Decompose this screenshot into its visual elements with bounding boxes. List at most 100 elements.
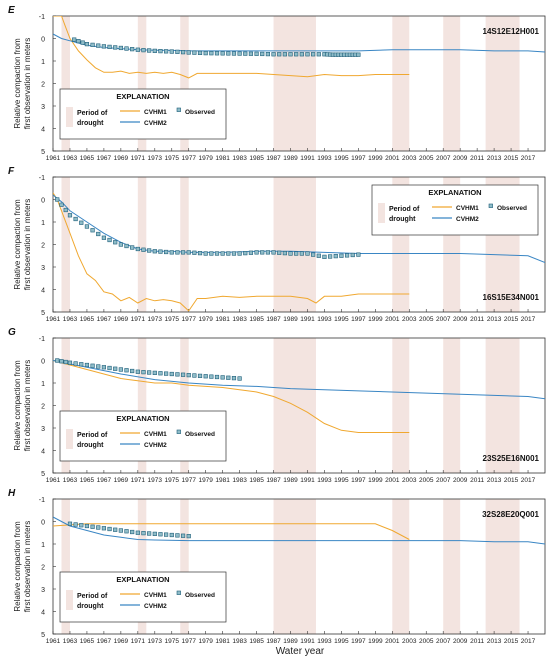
x-tick-label: 2005	[419, 638, 434, 645]
legend-cvhm1-label: CVHM1	[144, 592, 167, 599]
observed-point	[350, 252, 355, 258]
well-id: 23S25E16N001	[483, 454, 540, 463]
observed-point	[141, 48, 146, 53]
drought-band	[443, 16, 461, 151]
legend-drought-swatch	[66, 107, 73, 127]
plot-area	[53, 16, 545, 79]
series-cvhm1	[53, 16, 410, 79]
x-tick-label: 2013	[487, 316, 502, 323]
x-tick-label: 1979	[198, 477, 213, 484]
observed-point	[175, 49, 180, 54]
observed-point	[135, 246, 140, 252]
observed-point	[254, 51, 259, 56]
x-tick-label: 2011	[470, 638, 484, 645]
x-tick-label: 1965	[80, 477, 95, 484]
observed-point	[192, 250, 197, 255]
x-tick-label: 1961	[46, 638, 61, 645]
observed-point	[175, 372, 180, 377]
x-tick-label: 2003	[402, 316, 417, 323]
observed-point	[294, 251, 299, 256]
y-tick-label: 3	[41, 265, 45, 272]
x-tick-label: 1997	[351, 638, 366, 645]
plot-area	[53, 192, 545, 312]
observed-point	[141, 247, 146, 252]
x-tick-label: 1963	[63, 638, 78, 645]
observed-point	[254, 250, 259, 255]
observed-point	[124, 368, 129, 373]
observed-point	[175, 250, 180, 255]
legend-observed-swatch	[176, 429, 181, 434]
well-id: 14S12E12H001	[483, 27, 540, 36]
x-tick-label: 1993	[317, 638, 332, 645]
observed-point	[226, 251, 231, 256]
series-cvhm1	[53, 523, 410, 540]
x-tick-label: 2015	[504, 638, 519, 645]
series-observed	[67, 521, 191, 539]
x-tick-label: 2017	[521, 316, 536, 323]
well-id: 16S15E34N001	[483, 293, 540, 302]
observed-point	[237, 51, 242, 56]
x-tick-label: 1963	[63, 155, 78, 162]
y-tick-label: 5	[41, 310, 45, 317]
x-tick-label: 1975	[165, 155, 180, 162]
y-tick-label: 3	[41, 587, 45, 594]
x-tick-label: 2013	[487, 638, 502, 645]
observed-point	[90, 363, 95, 368]
observed-point	[328, 254, 333, 259]
observed-point	[113, 45, 118, 50]
x-tick-label: 2017	[521, 477, 536, 484]
drought-band	[273, 499, 316, 634]
x-tick-label: 1975	[165, 316, 180, 323]
x-tick-label: 1961	[46, 155, 61, 162]
observed-point	[101, 235, 106, 240]
series-observed	[55, 358, 242, 381]
observed-point	[214, 51, 220, 56]
legend-title: EXPLANATION	[428, 188, 481, 197]
observed-point	[79, 523, 84, 528]
observed-point	[180, 50, 186, 55]
x-tick-label: 1989	[283, 316, 298, 323]
observed-point	[135, 47, 140, 52]
legend-observed-label: Observed	[497, 205, 527, 212]
observed-point	[141, 531, 146, 536]
y-tick-label: 5	[41, 471, 45, 478]
observed-point	[107, 44, 112, 49]
x-tick-label: 1977	[181, 638, 196, 645]
y-tick-label: 1	[41, 381, 45, 388]
x-tick-label: 2009	[453, 638, 468, 645]
observed-point	[282, 251, 287, 256]
x-tick-label: 2003	[402, 155, 417, 162]
observed-point	[96, 525, 101, 530]
drought-band	[485, 338, 520, 473]
x-tick-label: 2009	[453, 155, 468, 162]
x-tick-label: 2007	[436, 477, 451, 484]
observed-point	[214, 374, 220, 380]
legend-cvhm2-label: CVHM2	[144, 442, 167, 449]
observed-point	[265, 51, 270, 57]
plot-area	[53, 358, 545, 433]
observed-point	[288, 52, 293, 57]
observed-point	[67, 360, 73, 365]
observed-point	[186, 373, 191, 378]
x-tick-label: 1973	[148, 477, 163, 484]
x-tick-label: 2005	[419, 316, 434, 323]
legend-cvhm1-label: CVHM1	[144, 109, 167, 116]
y-axis-title-line2: first observation in meters	[23, 521, 32, 613]
x-tick-label: 1987	[266, 316, 281, 323]
x-tick-label: 1989	[283, 155, 298, 162]
x-tick-label: 1969	[114, 638, 129, 645]
legend-title: EXPLANATION	[116, 92, 169, 101]
legend-period-line1: Period of	[77, 432, 108, 439]
x-tick-label: 1991	[300, 477, 315, 484]
x-tick-label: 1967	[97, 638, 112, 645]
observed-point	[147, 370, 152, 375]
drought-band	[392, 16, 410, 151]
observed-point	[130, 245, 135, 250]
observed-point	[237, 251, 242, 256]
observed-point	[277, 250, 282, 255]
x-tick-label: 1981	[215, 477, 230, 484]
observed-point	[180, 250, 186, 255]
observed-point	[316, 52, 321, 57]
